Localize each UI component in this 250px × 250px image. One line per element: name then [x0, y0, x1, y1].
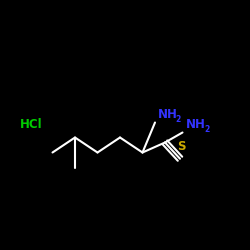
- Text: 2: 2: [204, 125, 210, 134]
- Text: S: S: [177, 140, 186, 152]
- Text: HCl: HCl: [20, 118, 42, 132]
- Text: NH: NH: [158, 108, 178, 121]
- Text: NH: NH: [186, 118, 206, 131]
- Text: 2: 2: [176, 115, 181, 124]
